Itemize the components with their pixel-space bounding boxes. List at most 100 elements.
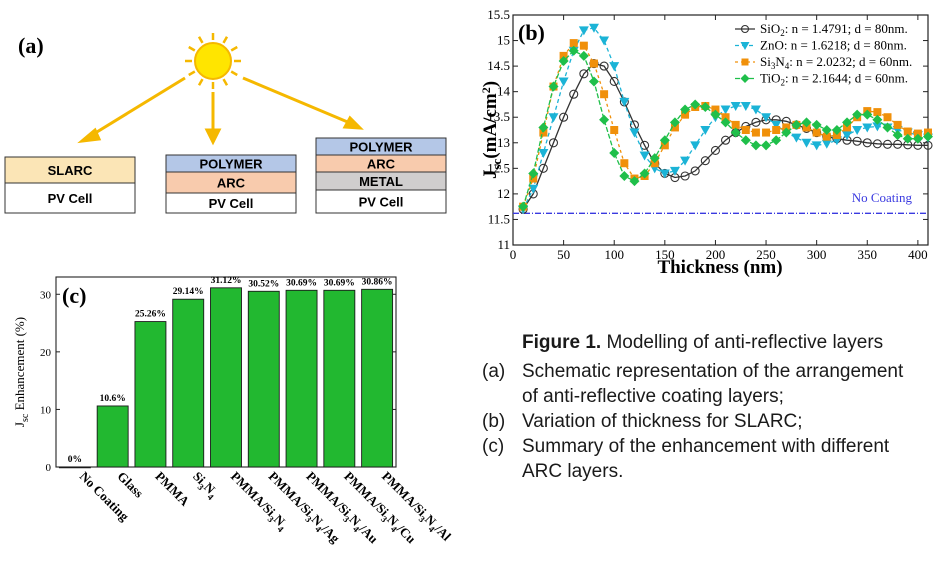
data-label: 30.86% <box>362 277 393 287</box>
legend-label: Si3N4: n = 2.0232; d = 60nm. <box>760 54 912 71</box>
point-triangle <box>548 113 559 123</box>
point-diamond <box>811 119 822 130</box>
point-diamond <box>649 153 660 164</box>
data-label: 30.52% <box>248 279 279 289</box>
layer-right-3 <box>315 189 447 214</box>
point-triangle <box>872 122 883 132</box>
text-part: 3 <box>771 61 776 71</box>
point-triangle <box>680 156 691 166</box>
sun-ray <box>230 70 238 77</box>
text-part: 4 <box>313 524 324 535</box>
point-triangle <box>740 42 750 50</box>
point-square <box>610 126 619 134</box>
point-diamond <box>740 74 750 83</box>
bar <box>96 405 129 468</box>
data-label: 31.12% <box>211 276 242 286</box>
point-circle <box>569 89 579 99</box>
text-part: 4 <box>205 492 216 503</box>
category-label: Glass <box>115 469 147 501</box>
point-diamond <box>831 125 842 135</box>
caption-item-text: Variation of thickness for SLARC; <box>522 411 803 432</box>
point-circle <box>680 171 690 181</box>
point-diamond <box>781 127 792 138</box>
text-part: 3 <box>266 514 277 525</box>
point-square <box>883 113 892 122</box>
point-circle <box>710 145 720 155</box>
point-square <box>893 120 902 129</box>
layer-middle-2 <box>165 192 297 214</box>
text-part: ZnO: n = 1.6218; d = 80nm. <box>760 38 907 53</box>
y-tick-label: 11 <box>497 237 510 252</box>
text-part: Si <box>760 54 771 69</box>
text-part: TiO <box>760 71 780 86</box>
point-square <box>751 128 760 137</box>
point-triangle <box>821 139 832 149</box>
point-diamond <box>821 125 832 135</box>
point-diamond <box>568 45 579 56</box>
text-part: 2 <box>479 87 493 93</box>
y-tick-label: 15.5 <box>487 7 510 22</box>
arrow-right-head <box>342 115 364 130</box>
layer-left-0 <box>4 156 136 184</box>
point-triangle <box>619 97 630 107</box>
point-diamond <box>588 76 599 87</box>
y-tick-label: 13 <box>497 135 510 150</box>
y-axis-title-c: Jsc Enhancement (%) <box>12 317 31 427</box>
point-square <box>741 126 750 134</box>
point-circle <box>852 136 862 146</box>
point-diamond <box>882 122 893 133</box>
legend-label: ZnO: n = 1.6218; d = 80nm. <box>760 38 907 53</box>
text-part: 3 <box>417 514 428 525</box>
point-square <box>569 39 578 48</box>
point-diamond <box>750 140 761 151</box>
caption-item-marker: (c) <box>482 436 505 457</box>
point-square <box>681 110 690 119</box>
point-diamond <box>578 50 589 61</box>
point-diamond <box>680 104 691 115</box>
point-square <box>650 159 659 168</box>
text-part: 3 <box>303 514 314 525</box>
point-triangle <box>791 133 802 143</box>
x-tick-label: 300 <box>807 247 827 262</box>
text-part: J <box>12 422 27 427</box>
point-circle <box>862 138 872 148</box>
point-diamond <box>892 130 903 141</box>
legend-label: TiO2: n = 2.1644; d = 60nm. <box>760 71 908 88</box>
layer-label: METAL <box>359 174 403 189</box>
sun-ray <box>188 45 196 52</box>
category-label: Si3N4 <box>188 469 222 503</box>
data-label: 0% <box>68 455 82 465</box>
point-diamond <box>791 119 802 130</box>
point-diamond <box>801 117 812 128</box>
y-tick-label: 10 <box>40 404 52 416</box>
x-tick-label: 250 <box>756 247 776 262</box>
point-triangle <box>700 126 711 135</box>
x-tick-label: 200 <box>706 247 726 262</box>
x-tick-label: 0 <box>510 247 517 262</box>
text-part: : n = 1.4791; d = 80nm. <box>785 21 908 36</box>
y-tick-label: 14 <box>497 84 511 99</box>
sun-ray <box>188 70 196 77</box>
text-part: sc <box>489 158 504 169</box>
point-square <box>589 59 598 68</box>
text-part: 3 <box>341 514 352 525</box>
layer-label: ARC <box>217 176 246 191</box>
point-triangle <box>852 126 863 135</box>
text-part: SiO <box>760 21 780 36</box>
point-triangle <box>720 105 731 115</box>
caption-title-text: Modelling of anti-reflective layers <box>601 332 884 353</box>
point-triangle <box>639 151 650 161</box>
point-square <box>579 41 588 50</box>
point-square <box>741 58 749 66</box>
point-triangle <box>750 105 761 115</box>
panel-a-schematic: (a) SLARC PV Cell POLYMER ARC PV Cell POLYMER… <box>4 33 447 214</box>
bar <box>172 298 205 468</box>
point-triangle <box>609 62 620 72</box>
text-part: 4 <box>389 524 400 535</box>
point-circle <box>599 61 609 71</box>
y-tick-label: 14.5 <box>487 58 510 73</box>
x-tick-label: 100 <box>604 247 624 262</box>
panel-b-line-chart: 0 50 100 150 200 250 300 350 400 11 11.5 12 12.5 13 13… <box>479 7 933 278</box>
layer-label: SLARC <box>48 163 93 178</box>
